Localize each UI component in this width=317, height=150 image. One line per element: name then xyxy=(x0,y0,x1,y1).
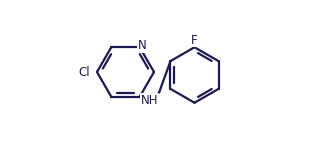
Text: N: N xyxy=(138,39,146,52)
Text: F: F xyxy=(191,34,198,46)
Text: Cl: Cl xyxy=(79,66,90,78)
Text: NH: NH xyxy=(141,94,158,107)
